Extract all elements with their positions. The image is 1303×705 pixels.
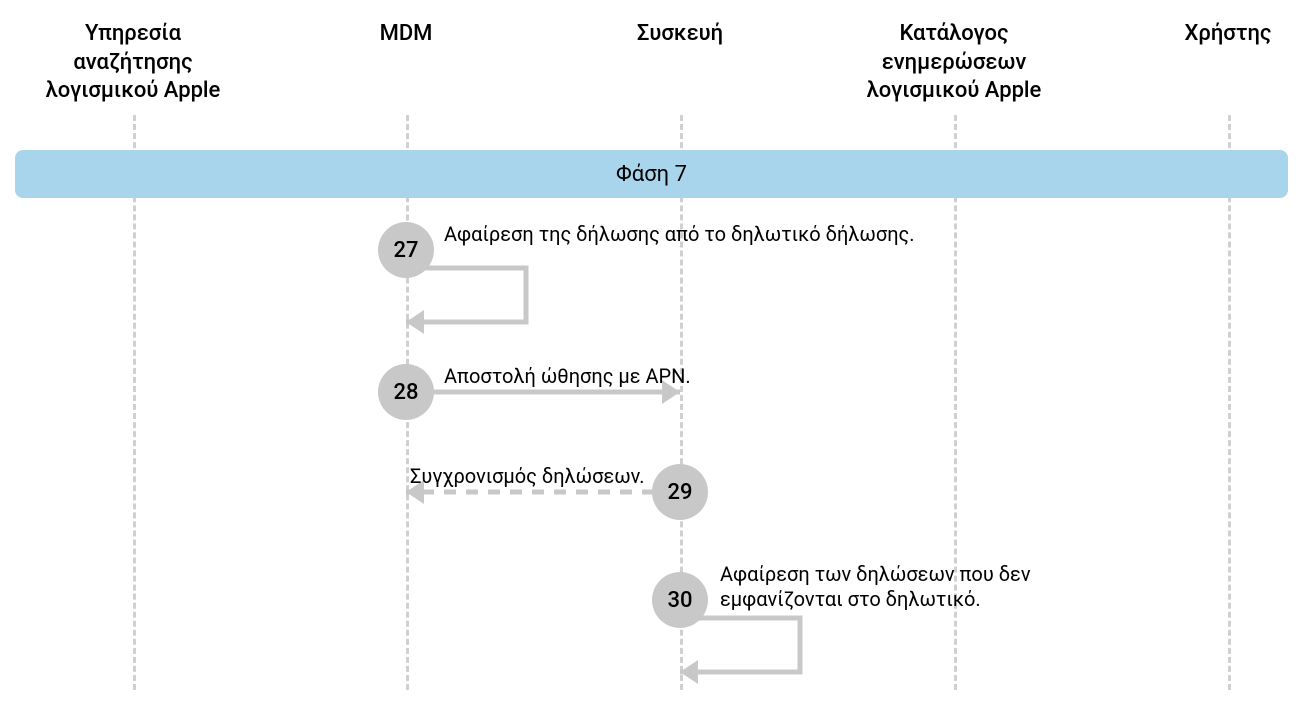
step-label-29: Συγχρονισμός δηλώσεων. bbox=[410, 464, 670, 489]
column-header-col1: Υπηρεσία αναζήτησης λογισμικού Apple bbox=[13, 20, 253, 106]
step-label-27: Αφαίρεση της δήλωσης από το δηλωτικό δήλ… bbox=[444, 222, 964, 247]
column-header-col4: Κατάλογος ενημερώσεων λογισμικού Apple bbox=[834, 20, 1074, 106]
lifeline-col1 bbox=[133, 115, 136, 690]
step-circle-27: 27 bbox=[378, 222, 434, 278]
step-circle-28: 28 bbox=[378, 364, 434, 420]
phase-band: Φάση 7 bbox=[15, 150, 1288, 198]
column-header-col5: Χρήστης bbox=[1108, 20, 1303, 49]
phase-label: Φάση 7 bbox=[616, 162, 687, 187]
step-label-30: Αφαίρεση των δηλώσεων που δεν εμφανίζοντ… bbox=[720, 562, 1100, 612]
lifeline-col5 bbox=[1228, 115, 1231, 690]
column-header-col3: Συσκευή bbox=[560, 20, 800, 49]
column-header-col2: MDM bbox=[286, 20, 526, 49]
sequence-diagram: Υπηρεσία αναζήτησης λογισμικού Apple MDM Σ… bbox=[0, 0, 1303, 705]
step-label-28: Αποστολή ώθησης με APN. bbox=[444, 364, 744, 389]
step-circle-30: 30 bbox=[652, 572, 708, 628]
